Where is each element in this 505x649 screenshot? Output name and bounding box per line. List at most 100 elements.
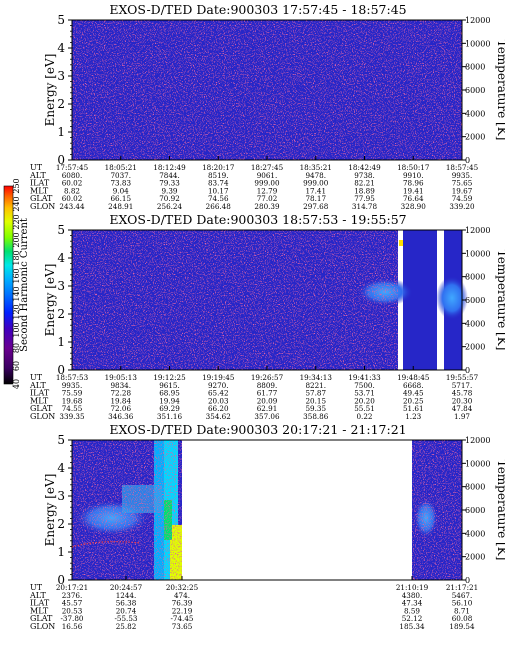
ephemeris-cell: 59.35 xyxy=(305,404,326,413)
ephemeris-cell: 18:57:53 xyxy=(56,373,89,382)
ephemeris-row-label: GLON xyxy=(30,622,55,631)
ephemeris-cell: 19.68 xyxy=(62,396,83,405)
ephemeris-cell: 82.21 xyxy=(354,179,375,188)
ephemeris-row-label: GLAT xyxy=(30,614,53,623)
ephemeris-cell: 9.39 xyxy=(161,186,177,195)
ephemeris-cell: 20.20 xyxy=(354,396,375,405)
ephemeris-cell: 73.65 xyxy=(172,622,193,631)
ephemeris-cell: 18:12:49 xyxy=(153,163,186,172)
ephemeris-cell: 9910. xyxy=(403,171,424,180)
ephemeris-cell: 19:34:13 xyxy=(300,373,333,382)
ephemeris-cell: 55.51 xyxy=(354,404,375,413)
ephemeris-cell: 339.35 xyxy=(59,412,85,421)
ephemeris-cell: 9478. xyxy=(305,171,326,180)
colorbar-tick-label: 140 xyxy=(12,286,21,301)
colorbar-tick-label: 120 xyxy=(12,304,21,319)
ephemeris-cell: 66.20 xyxy=(208,404,229,413)
colorbar-tick-label: 180 xyxy=(12,250,21,265)
ephemeris-cell: 6668. xyxy=(403,381,424,390)
ephemeris-cell: 78.17 xyxy=(305,194,326,203)
ephemeris-cell: 62.91 xyxy=(257,404,278,413)
ephemeris-cell: 7500. xyxy=(354,381,375,390)
ephemeris-cell: 20:17:21 xyxy=(56,583,88,592)
ephemeris-cell: 2376. xyxy=(62,591,83,600)
y-tick-label: 2 xyxy=(57,97,65,111)
ephemeris-cell: 74.59 xyxy=(452,194,473,203)
ephemeris-cell: 21:17:21 xyxy=(446,583,478,592)
ephemeris-table: UT 18:57:53 19:05:13 19:12:25 19:19:45 19:26:… xyxy=(29,373,479,421)
plot-area xyxy=(72,230,468,370)
panel-1: EXOS-D/TED Date:900303 17:57:45 - 18:57:… xyxy=(29,2,505,211)
ephemeris-row-label: ALT xyxy=(29,171,46,180)
ephemeris-cell: 20:32:25 xyxy=(166,583,199,592)
ephemeris-cell: 9738. xyxy=(354,171,375,180)
ephemeris-cell: 72.28 xyxy=(110,389,131,398)
ephemeris-cell: 22.19 xyxy=(172,606,193,615)
ephemeris-cell: 19:55:57 xyxy=(446,373,479,382)
ephemeris-cell: 20.53 xyxy=(62,606,83,615)
colorbar-tick-label: 240 xyxy=(12,196,21,211)
y-tick-label: 3 xyxy=(57,489,65,503)
ephemeris-cell: 1.23 xyxy=(405,412,421,421)
ephemeris-row-label: ALT xyxy=(29,381,46,390)
y-tick-label: 5 xyxy=(57,223,65,237)
ephemeris-cell: 72.06 xyxy=(110,404,131,413)
y-right-tick-label: 6000 xyxy=(465,296,485,305)
ephemeris-cell: 60.02 xyxy=(62,194,83,203)
ephemeris-cell: 56.38 xyxy=(116,599,137,608)
ephemeris-cell: 18:27:45 xyxy=(251,163,284,172)
ephemeris-cell: 474. xyxy=(174,591,190,600)
colorbar-tick-label: 200 xyxy=(12,232,21,247)
ephemeris-cell: 243.44 xyxy=(59,202,85,211)
ephemeris-cell: 45.78 xyxy=(452,389,473,398)
ephemeris-cell: 20.25 xyxy=(403,396,424,405)
y-axis-label: Energy [eV] xyxy=(43,264,57,337)
y-tick-label: 1 xyxy=(57,545,65,559)
ephemeris-cell: 20.15 xyxy=(305,396,326,405)
ephemeris-cell: 60.02 xyxy=(62,179,83,188)
ephemeris-row-label: MLT xyxy=(30,186,49,195)
ephemeris-cell: 18.89 xyxy=(354,186,375,195)
ephemeris-row-label: UT xyxy=(30,163,43,172)
ephemeris-cell: 1244. xyxy=(116,591,137,600)
ephemeris-row-label: GLAT xyxy=(30,194,53,203)
ephemeris-cell: -74.45 xyxy=(170,614,193,623)
ephemeris-cell: 256.24 xyxy=(157,202,183,211)
ephemeris-cell: 20.74 xyxy=(116,606,137,615)
ephemeris-cell: 357.06 xyxy=(254,412,280,421)
y-tick-label: 4 xyxy=(57,461,65,475)
ephemeris-cell: 60.08 xyxy=(452,614,473,623)
ephemeris-cell: 19.84 xyxy=(110,396,131,405)
y-tick-label: 4 xyxy=(57,251,65,265)
ephemeris-cell: 9270. xyxy=(208,381,229,390)
ephemeris-cell: 73.83 xyxy=(110,179,131,188)
ephemeris-cell: -37.80 xyxy=(60,614,83,623)
colorbar-tick-label: 160 xyxy=(12,268,21,283)
y-right-tick-label: 2000 xyxy=(465,343,485,352)
ephemeris-cell: 280.39 xyxy=(254,202,280,211)
panel-2: EXOS-D/TED Date:900303 18:57:53 - 19:55:… xyxy=(29,212,505,421)
noise-texture xyxy=(72,20,462,160)
panel-title: EXOS-D/TED Date:900303 20:17:21 - 21:17:… xyxy=(109,422,406,437)
ephemeris-cell: 21:10:19 xyxy=(396,583,429,592)
ephemeris-cell: 358.86 xyxy=(303,412,329,421)
colorbar-tick-label: 60 xyxy=(12,361,21,371)
ephemeris-cell: 47.84 xyxy=(452,404,473,413)
panel-title: EXOS-D/TED Date:900303 17:57:45 - 18:57:… xyxy=(109,2,406,17)
ephemeris-cell: 19:05:13 xyxy=(105,373,138,382)
ephemeris-row-label: ALT xyxy=(29,591,46,600)
colorbar-gradient xyxy=(3,185,14,385)
y-right-tick-label: 0 xyxy=(465,366,470,375)
ephemeris-cell: 248.91 xyxy=(108,202,133,211)
ephemeris-cell: 8809. xyxy=(257,381,278,390)
y-tick-label: 1 xyxy=(57,125,65,139)
ephemeris-cell: 52.12 xyxy=(402,614,423,623)
ephemeris-table: UT 17:57:45 18:05:21 18:12:49 18:20:17 18:27:… xyxy=(29,163,479,211)
y-right-tick-label: 10000 xyxy=(465,459,490,468)
ephemeris-table: UT 20:17:21 20:24:57 20:32:25 21:10:19 21:17:… xyxy=(29,583,478,631)
y-right-tick-label: 6000 xyxy=(465,506,485,515)
ephemeris-cell: 61.77 xyxy=(257,389,278,398)
ephemeris-cell: 69.29 xyxy=(159,404,180,413)
ephemeris-cell: 66.15 xyxy=(110,194,131,203)
ephemeris-cell: 4380. xyxy=(402,591,423,600)
